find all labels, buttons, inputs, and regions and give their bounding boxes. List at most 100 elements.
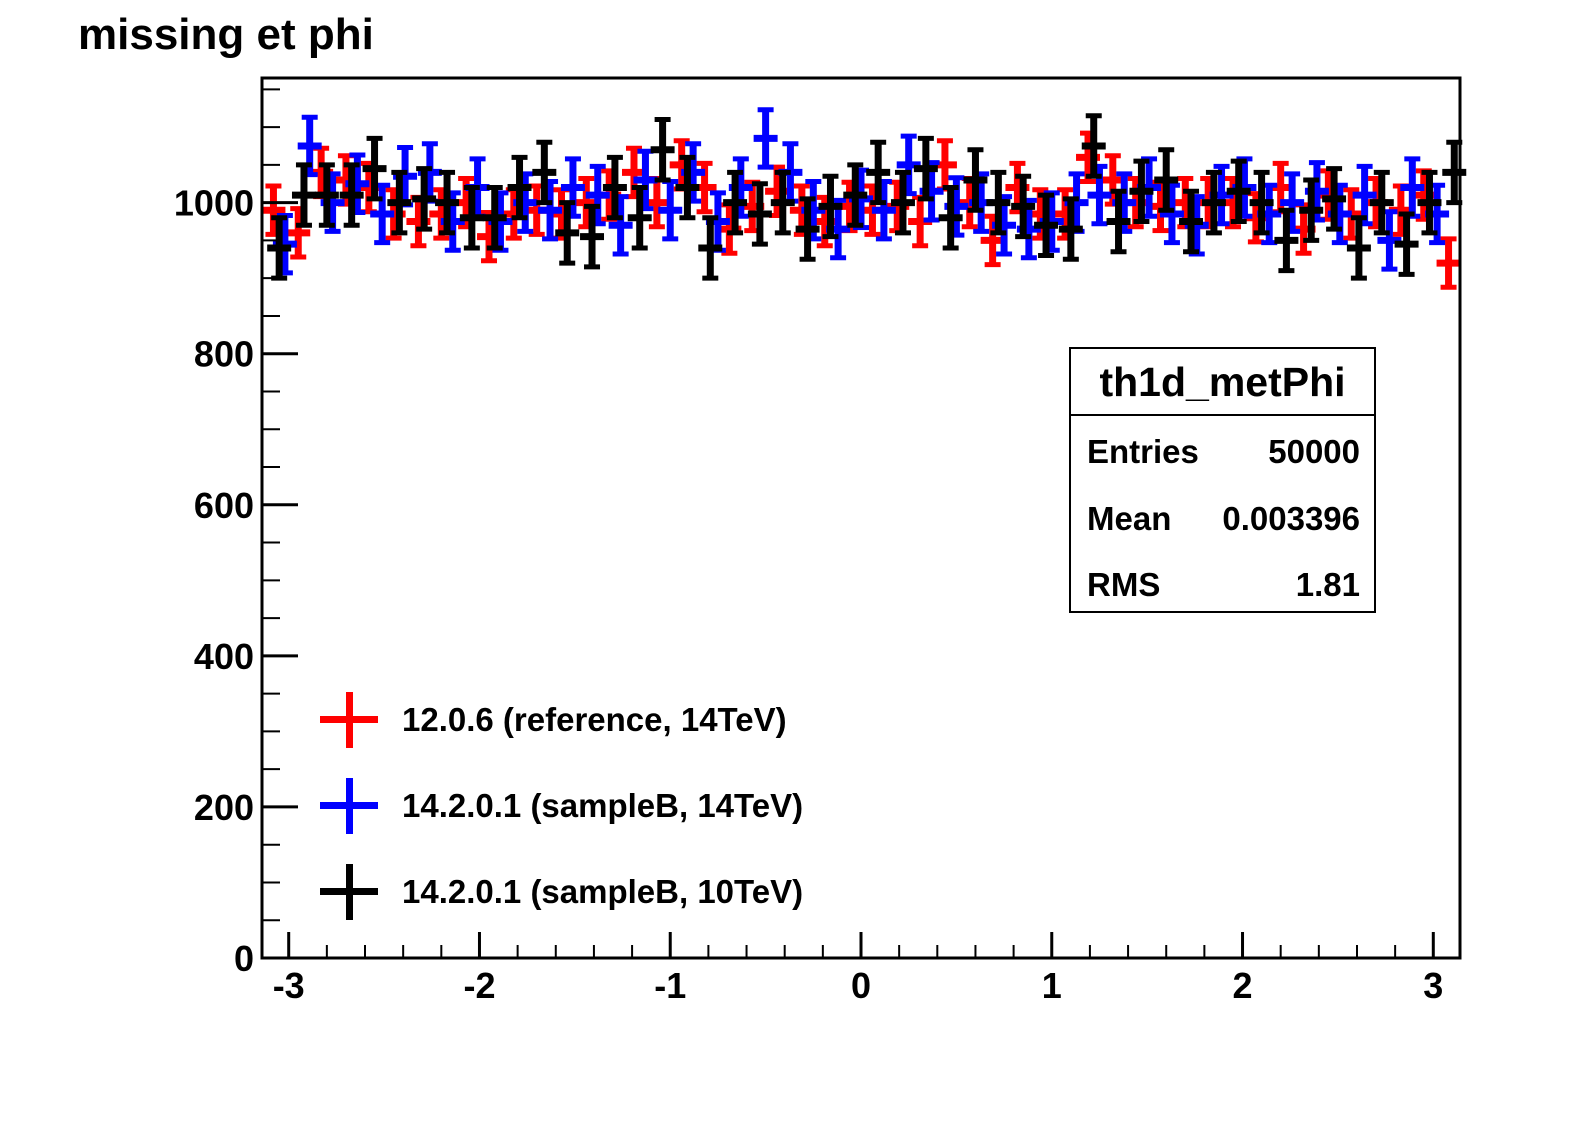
data-point (843, 162, 868, 228)
data-point (362, 135, 387, 202)
legend-marker-black-cross-icon (318, 862, 380, 922)
data-point (723, 169, 748, 236)
data-point (1179, 188, 1204, 255)
stats-entries-label: Entries (1087, 433, 1199, 470)
stats-box: th1d_metPhi Entries 50000 Mean 0.003396 … (1069, 347, 1376, 613)
x-tick-label: 3 (1423, 965, 1443, 1006)
data-point (507, 154, 532, 221)
data-point (1011, 173, 1036, 240)
data-point (482, 185, 507, 251)
data-point (314, 162, 339, 228)
y-tick-label: 1000 (174, 183, 254, 224)
data-point (986, 169, 1011, 236)
stats-row-entries: Entries 50000 (1087, 433, 1360, 471)
legend-entry-sampleb-10tev: 14.2.0.1 (sampleB, 10TeV) (318, 862, 803, 922)
data-point (459, 185, 484, 251)
data-point (650, 117, 675, 183)
data-point (770, 169, 795, 236)
data-point (753, 107, 778, 170)
legend-marker-red-cross-icon (318, 690, 380, 750)
stats-title: th1d_metPhi (1071, 349, 1374, 416)
data-point (580, 203, 605, 270)
data-point (1322, 166, 1347, 232)
data-point (1106, 188, 1131, 255)
legend-entry-reference: 12.0.6 (reference, 14TeV) (318, 690, 787, 750)
x-tick-label: 2 (1233, 965, 1253, 1006)
data-point (747, 181, 772, 247)
chart-title: missing et phi (78, 10, 374, 59)
data-point (896, 133, 921, 197)
data-point (1034, 192, 1059, 259)
data-point (370, 182, 395, 246)
stats-row-mean: Mean 0.003396 (1087, 500, 1360, 538)
axis-layer: 0 200 400 600 800 1000 -3 -2 -1 0 1 2 3 (174, 88, 1443, 1006)
data-point (1417, 169, 1442, 236)
stats-mean-label: Mean (1087, 500, 1172, 537)
data-point (1081, 113, 1106, 179)
data-point (532, 139, 557, 206)
x-tick-label: -1 (654, 965, 686, 1006)
data-point (1346, 215, 1371, 281)
data-point (555, 200, 580, 266)
stats-row-rms: RMS 1.81 (1087, 566, 1360, 604)
data-point (538, 178, 563, 242)
x-tick-label: 0 (851, 965, 871, 1006)
data-point (1442, 139, 1467, 206)
legend-entry-sampleb-14tev: 14.2.0.1 (sampleB, 14TeV) (318, 776, 803, 836)
data-point (1280, 171, 1305, 234)
data-point (339, 162, 364, 228)
series-layer (261, 107, 1467, 290)
data-point (1226, 158, 1251, 225)
x-tick-label: -3 (273, 965, 305, 1006)
legend: 12.0.6 (reference, 14TeV) 14.2.0.1 (samp… (318, 690, 918, 930)
data-point (1129, 158, 1154, 225)
data-point (560, 156, 585, 219)
y-tick-label: 400 (194, 636, 254, 677)
data-point (1299, 177, 1324, 243)
data-point (585, 163, 610, 227)
data-point (1154, 147, 1179, 213)
data-point (675, 154, 700, 221)
data-point (387, 169, 412, 236)
data-point (291, 162, 316, 228)
data-point (1201, 169, 1226, 236)
data-point (435, 169, 460, 236)
data-point (890, 169, 915, 236)
legend-marker-blue-cross-icon (318, 776, 380, 836)
data-point (1369, 169, 1394, 236)
data-point (818, 173, 843, 240)
series-2 (267, 113, 1467, 281)
data-point (1394, 211, 1419, 277)
legend-label-sampleb-10tev: 14.2.0.1 (sampleB, 10TeV) (402, 873, 804, 910)
stats-rms-label: RMS (1087, 566, 1161, 603)
data-point (698, 215, 723, 281)
data-point (261, 183, 286, 237)
data-point (938, 185, 963, 251)
plot-frame (260, 76, 1462, 960)
y-tick-label: 0 (234, 938, 254, 979)
legend-label-sampleb-14tev: 14.2.0.1 (sampleB, 14TeV) (402, 787, 804, 824)
data-point (1352, 163, 1377, 227)
y-tick-label: 200 (194, 787, 254, 828)
data-point (795, 196, 820, 262)
data-point (866, 139, 891, 206)
data-point (913, 135, 938, 202)
data-point (1436, 236, 1461, 290)
data-point (1058, 196, 1083, 262)
y-tick-label: 600 (194, 485, 254, 526)
data-point (627, 185, 652, 251)
stats-mean-value: 0.003396 (1222, 500, 1360, 537)
data-point (602, 154, 627, 221)
series-1 (272, 107, 1450, 276)
data-point (1274, 207, 1299, 274)
legend-label-reference: 12.0.6 (reference, 14TeV) (402, 701, 787, 738)
y-tick-label: 800 (194, 334, 254, 375)
data-point (412, 166, 437, 232)
data-point (963, 147, 988, 213)
x-tick-label: 1 (1042, 965, 1062, 1006)
stats-entries-value: 50000 (1268, 433, 1360, 470)
data-point (871, 178, 896, 242)
data-point (429, 187, 454, 241)
stats-rms-value: 1.81 (1295, 566, 1360, 603)
